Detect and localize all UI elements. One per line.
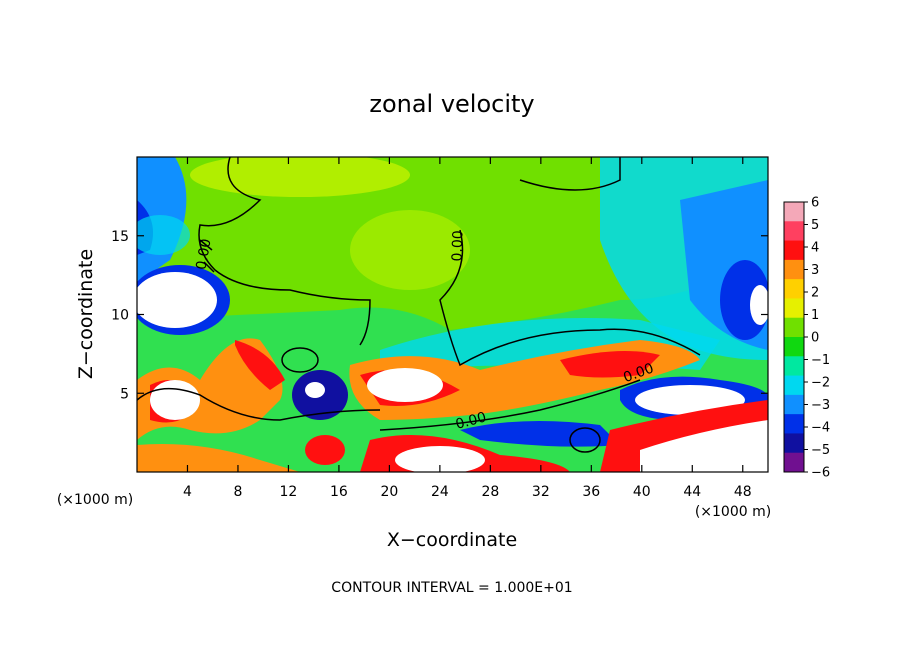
x-axis-ticks: 4 8 12 16 20 24 28 32 36 40 44 48 (183, 157, 752, 500)
colorbar-swatch (784, 221, 804, 242)
colorbar-swatch (784, 279, 804, 299)
x-tick-label: 20 (380, 484, 398, 500)
x-tick-label: 16 (330, 484, 348, 500)
contour-interval-text: CONTOUR INTERVAL = 1.000E+01 (331, 580, 572, 596)
x-axis-label: X−coordinate (387, 529, 517, 551)
colorbar-tick-label: −6 (811, 466, 830, 481)
colorbar-swatch (784, 375, 804, 396)
x-tick-label: 48 (734, 484, 752, 500)
contour-label: 0.00 (193, 238, 214, 271)
contour-label: 0.00 (449, 230, 466, 262)
x-tick-label: 28 (481, 484, 499, 500)
colorbar-swatch (784, 317, 804, 338)
colorbar-swatch (784, 433, 804, 454)
x-tick-label: 32 (532, 484, 550, 500)
colorbar-tick-label: 3 (811, 263, 819, 278)
x-tick-label: 12 (280, 484, 298, 500)
x-unit-left: (×1000 m) (57, 492, 133, 508)
colorbar-tick-label: 2 (811, 286, 819, 301)
colorbar-swatch (784, 356, 804, 377)
x-unit-right: (×1000 m) (695, 504, 771, 520)
colorbar-tick-label: 0 (811, 331, 819, 346)
colorbar-tick-label: 5 (811, 218, 819, 233)
contour-labels: 0.00 0.000.000.00 (193, 230, 656, 433)
colorbar-swatch (784, 202, 804, 222)
x-tick-label: 44 (683, 484, 701, 500)
colorbar-swatch (784, 394, 804, 415)
colorbar-swatch (784, 337, 804, 357)
contour-label: 0.00 (454, 409, 488, 433)
x-tick-label: 36 (582, 484, 600, 500)
colorbar-tick-label: 6 (811, 196, 819, 211)
y-axis-ticks: 5 10 15 (111, 229, 768, 402)
colorbar-swatch (784, 298, 804, 319)
colorbar-tick-label: −2 (811, 376, 830, 391)
colorbar-swatch (784, 240, 804, 261)
x-tick-label: 40 (633, 484, 651, 500)
x-tick-label: 4 (183, 484, 192, 500)
heatmap-field (137, 157, 768, 472)
colorbar-tick-label: −4 (811, 421, 830, 436)
y-tick-label: 5 (120, 386, 129, 402)
colorbar-tick-label: −3 (811, 398, 830, 413)
colorbar-tick-label: −5 (811, 443, 830, 458)
y-tick-label: 10 (111, 308, 129, 324)
colorbar: 6 5 4 3 2 1 0 −1 −2 −3 −4 −5 −6 (783, 196, 830, 481)
colorbar-tick-label: 1 (811, 308, 819, 323)
colorbar-tick-label: −1 (811, 353, 830, 368)
colorbar-tick-label: 4 (811, 241, 819, 256)
colorbar-swatch (784, 414, 804, 434)
chart-title: zonal velocity (369, 90, 534, 118)
colorbar-swatch (784, 259, 804, 280)
y-tick-label: 15 (111, 229, 129, 245)
colorbar-swatch (784, 452, 804, 473)
x-tick-label: 8 (233, 484, 242, 500)
x-tick-label: 24 (431, 484, 449, 500)
y-axis-label: Z−coordinate (75, 249, 97, 379)
